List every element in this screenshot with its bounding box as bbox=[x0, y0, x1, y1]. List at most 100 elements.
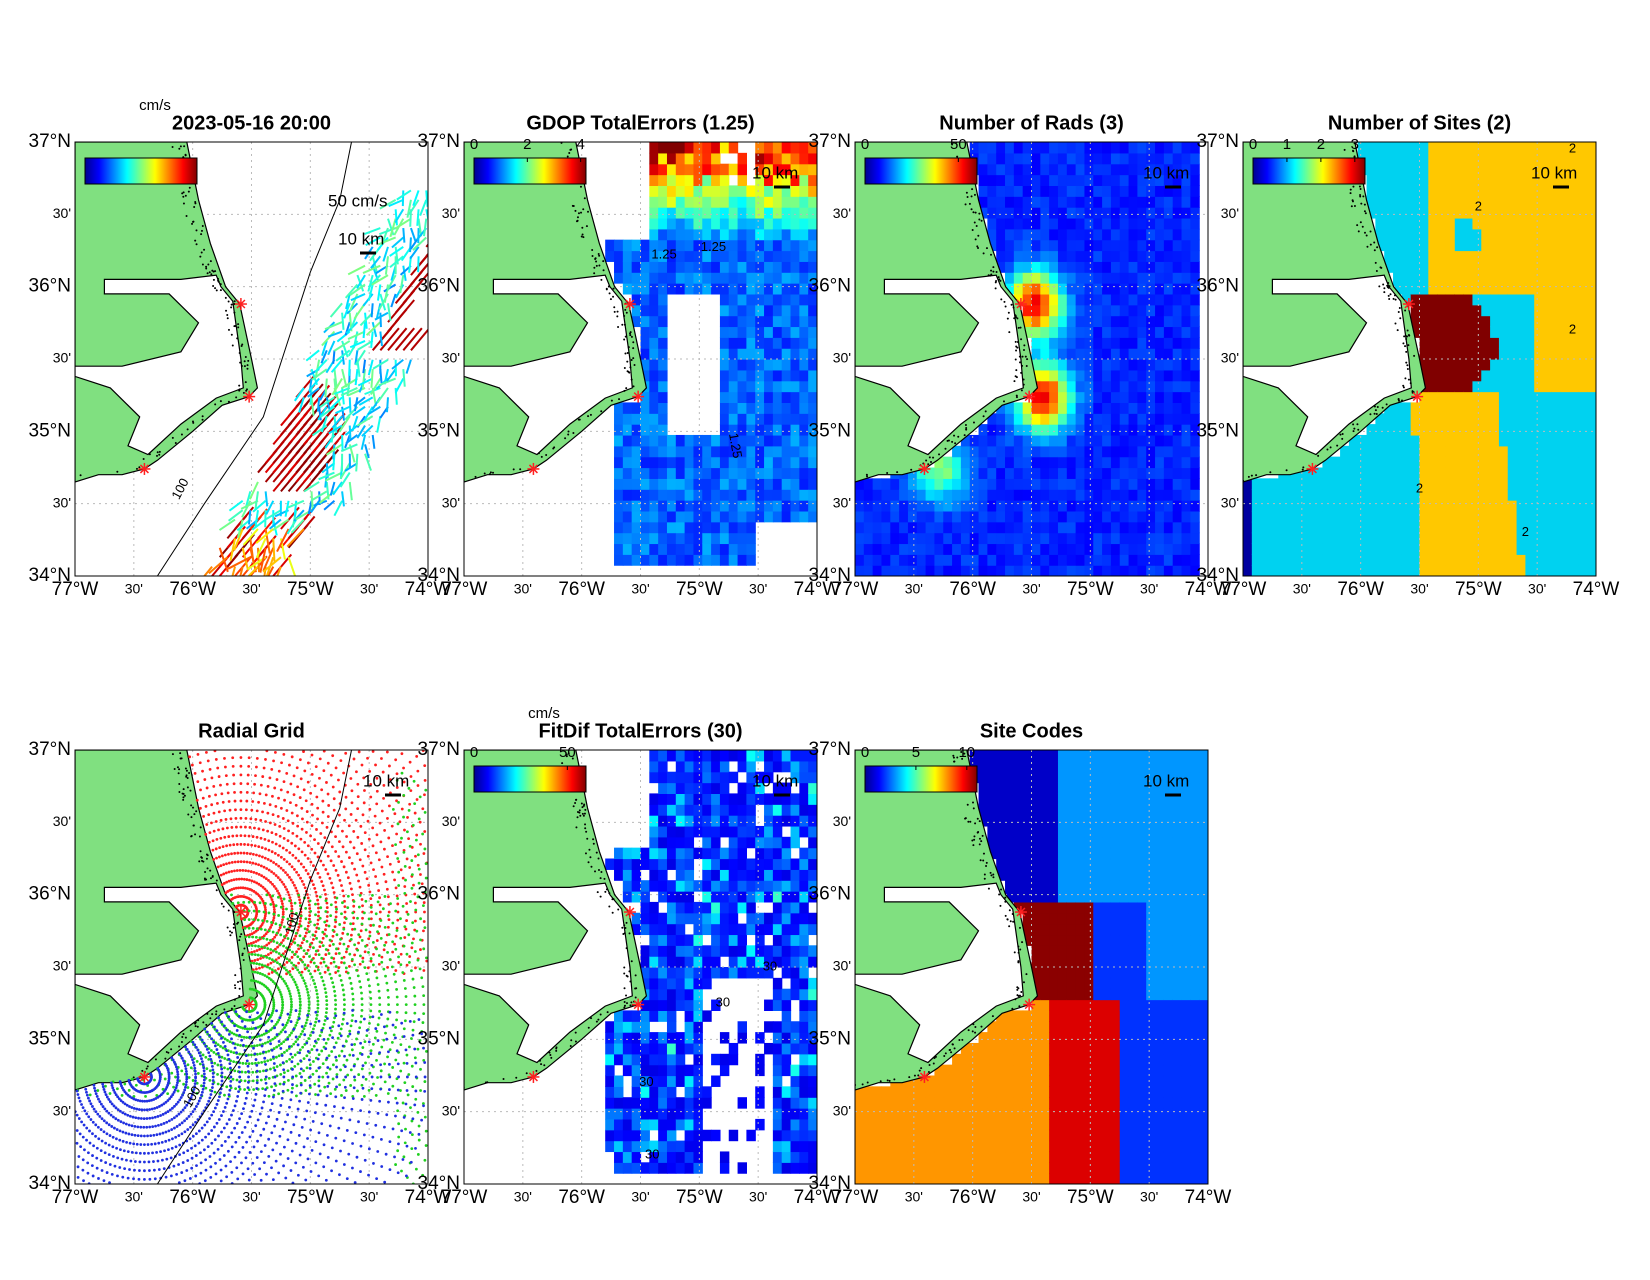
grid-point bbox=[203, 778, 206, 781]
cell bbox=[658, 261, 667, 272]
grid-point bbox=[317, 872, 320, 875]
cell bbox=[1578, 522, 1587, 533]
grid-point bbox=[291, 854, 294, 857]
cell bbox=[764, 337, 773, 348]
cell bbox=[1517, 468, 1526, 479]
cell bbox=[1367, 446, 1376, 457]
island-dot bbox=[1350, 192, 1352, 194]
cell bbox=[720, 305, 729, 316]
cell bbox=[1111, 305, 1120, 316]
grid-point bbox=[304, 854, 307, 857]
cell bbox=[1472, 142, 1481, 153]
cell bbox=[926, 500, 935, 511]
cell bbox=[1102, 251, 1111, 262]
cell bbox=[658, 207, 667, 218]
island-dot bbox=[1405, 362, 1407, 364]
cell bbox=[1040, 392, 1049, 403]
grid-point bbox=[305, 799, 308, 802]
cell bbox=[1067, 207, 1076, 218]
cell bbox=[1146, 402, 1155, 413]
cell bbox=[1552, 435, 1561, 446]
island-dot bbox=[1387, 282, 1389, 284]
cell bbox=[1137, 381, 1146, 392]
grid-point bbox=[216, 838, 219, 841]
grid-point bbox=[269, 776, 272, 779]
island-dot bbox=[1398, 398, 1400, 400]
cell bbox=[1182, 207, 1191, 218]
cell bbox=[1261, 478, 1270, 489]
grid-point bbox=[324, 953, 327, 956]
cell bbox=[996, 196, 1005, 207]
grid-point bbox=[307, 844, 310, 847]
cell bbox=[1049, 565, 1058, 576]
cell bbox=[996, 185, 1005, 196]
cell bbox=[1261, 554, 1270, 565]
grid-point bbox=[250, 844, 253, 847]
grid-point bbox=[261, 846, 264, 849]
grid-point bbox=[340, 860, 343, 863]
colorbar-tick-label: 2 bbox=[1317, 136, 1325, 153]
cell bbox=[808, 468, 817, 479]
cell bbox=[1525, 468, 1534, 479]
vector bbox=[371, 369, 372, 388]
cell bbox=[1570, 435, 1579, 446]
cell bbox=[1587, 489, 1596, 500]
cell bbox=[1084, 283, 1093, 294]
cell bbox=[764, 413, 773, 424]
cell bbox=[1076, 392, 1085, 403]
cell bbox=[996, 511, 1005, 522]
cell bbox=[693, 207, 702, 218]
cell bbox=[729, 185, 738, 196]
cell bbox=[1049, 326, 1058, 337]
cell bbox=[1102, 413, 1111, 424]
cell bbox=[676, 153, 685, 164]
cell bbox=[1190, 326, 1199, 337]
cell bbox=[1384, 435, 1393, 446]
cell bbox=[1402, 196, 1411, 207]
vector bbox=[266, 491, 268, 506]
grid-point bbox=[307, 949, 310, 952]
island-dot bbox=[243, 959, 245, 961]
vector bbox=[249, 510, 250, 524]
cell bbox=[764, 218, 773, 229]
cell bbox=[773, 435, 782, 446]
cell bbox=[1446, 283, 1455, 294]
island-dot bbox=[1389, 285, 1391, 287]
panel-title: Number of Rads (3) bbox=[939, 112, 1123, 134]
cell bbox=[649, 153, 658, 164]
cell bbox=[1269, 565, 1278, 576]
island-dot bbox=[1364, 210, 1366, 212]
island-dot bbox=[983, 415, 985, 417]
island-dot bbox=[210, 260, 212, 262]
grid-point bbox=[277, 815, 280, 818]
cell bbox=[755, 251, 764, 262]
island-dot bbox=[1404, 310, 1406, 312]
cell bbox=[1111, 554, 1120, 565]
cell bbox=[1129, 457, 1138, 468]
cell bbox=[1102, 337, 1111, 348]
island-dot bbox=[1020, 327, 1022, 329]
island-dot bbox=[965, 203, 967, 205]
cell bbox=[1570, 359, 1579, 370]
grid-point bbox=[255, 968, 258, 971]
cell bbox=[1084, 533, 1093, 544]
cell bbox=[1155, 402, 1164, 413]
cell bbox=[799, 381, 808, 392]
island-dot bbox=[228, 301, 230, 303]
cell bbox=[1402, 522, 1411, 533]
cell bbox=[649, 272, 658, 283]
cell bbox=[808, 218, 817, 229]
cell bbox=[1543, 511, 1552, 522]
cell bbox=[952, 468, 961, 479]
island-dot bbox=[200, 850, 202, 852]
cell bbox=[934, 543, 943, 554]
cell bbox=[1040, 207, 1049, 218]
cell bbox=[1040, 196, 1049, 207]
cell bbox=[1058, 283, 1067, 294]
cell bbox=[1005, 500, 1014, 511]
cell bbox=[1455, 402, 1464, 413]
cell bbox=[1393, 468, 1402, 479]
cell bbox=[676, 283, 685, 294]
cell bbox=[658, 272, 667, 283]
grid-point bbox=[284, 871, 287, 874]
